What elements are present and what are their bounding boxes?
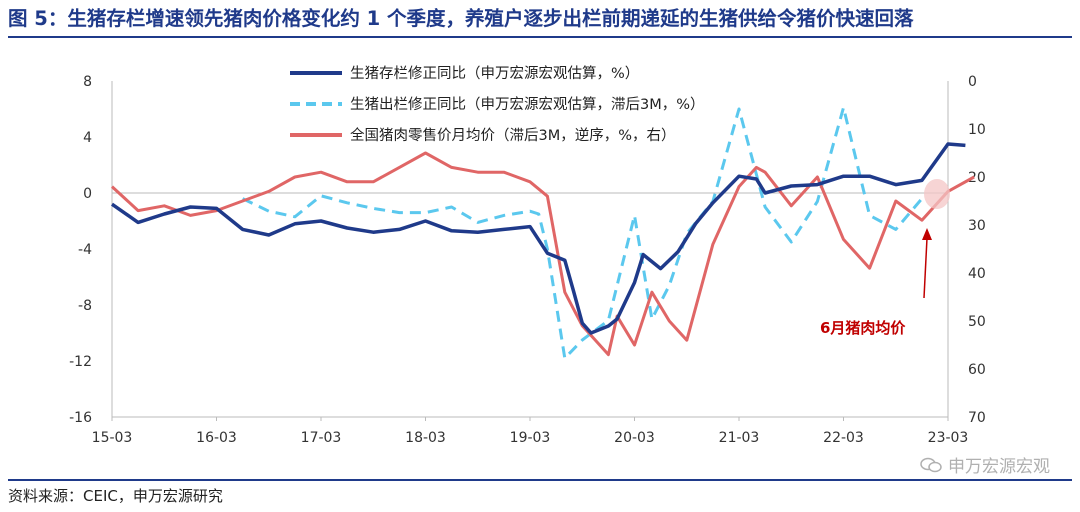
annotation: 6月猪肉均价	[820, 179, 950, 337]
y-right-tick-label: 40	[968, 266, 986, 282]
series-line-slaughter	[241, 106, 924, 360]
series-line-stock	[110, 142, 966, 335]
annotation-arrowhead	[922, 228, 932, 240]
y-left-ticks: 8 4 0 -4 -8 -12 -16	[69, 74, 92, 426]
y-right-tick-label: 0	[968, 74, 977, 90]
y-left-tick-label: 8	[83, 74, 92, 90]
x-tick-label: 23-03	[928, 430, 969, 446]
legend-label-slaughter: 生猪出栏修正同比（申万宏源宏观估算，滞后3M，%）	[350, 96, 705, 113]
x-tick-label: 19-03	[510, 430, 551, 446]
y-right-ticks: 0 10 20 30 40 50 60 70	[968, 74, 986, 426]
x-tick-label: 18-03	[405, 430, 446, 446]
y-right-tick-label: 70	[968, 410, 986, 426]
bottom-rule	[8, 479, 1072, 481]
y-right-tick-label: 30	[968, 218, 986, 234]
y-left-tick-label: -16	[69, 410, 92, 426]
y-right-tick-label: 10	[968, 122, 986, 138]
watermark-text: 申万宏源宏观	[948, 457, 1050, 477]
top-rule	[8, 36, 1072, 38]
x-tick-label: 20-03	[614, 430, 655, 446]
y-left-tick-label: 4	[83, 130, 92, 146]
watermark: 申万宏源宏观	[920, 452, 1050, 477]
y-left-tick-label: -8	[78, 298, 92, 314]
wechat-icon	[920, 457, 942, 472]
annotation-label: 6月猪肉均价	[820, 319, 906, 337]
x-ticks: 15-03 16-03 17-03 18-03 19-03 20-03 21-03 22-03…	[92, 417, 969, 446]
legend-label-stock: 生猪存栏修正同比（申万宏源宏观估算，%）	[350, 65, 639, 82]
y-right-tick-label: 20	[968, 170, 986, 186]
y-right-tick-label: 60	[968, 362, 986, 378]
x-tick-label: 16-03	[196, 430, 237, 446]
plot-lines	[110, 106, 975, 360]
source-note: 资料来源：CEIC，申万宏源研究	[8, 487, 223, 505]
y-left-tick-label: -12	[69, 354, 92, 370]
x-tick-label: 22-03	[823, 430, 864, 446]
series-line-price	[110, 151, 975, 357]
x-tick-label: 21-03	[719, 430, 760, 446]
annotation-highlight	[924, 179, 950, 209]
y-left-tick-label: 0	[83, 186, 92, 202]
legend-label-price: 全国猪肉零售价月均价（滞后3M，逆序，%，右）	[350, 126, 676, 144]
chart-title: 图 5：生猪存栏增速领先猪肉价格变化约 1 个季度，养殖户逐步出栏前期递延的生猪…	[8, 7, 914, 30]
x-tick-label: 15-03	[92, 430, 133, 446]
y-left-tick-label: -4	[78, 242, 92, 258]
legend: 生猪存栏修正同比（申万宏源宏观估算，%） 生猪出栏修正同比（申万宏源宏观估算，滞…	[290, 65, 705, 144]
annotation-arrow-line	[923, 237, 928, 299]
y-right-tick-label: 50	[968, 314, 986, 330]
x-tick-label: 17-03	[301, 430, 342, 446]
